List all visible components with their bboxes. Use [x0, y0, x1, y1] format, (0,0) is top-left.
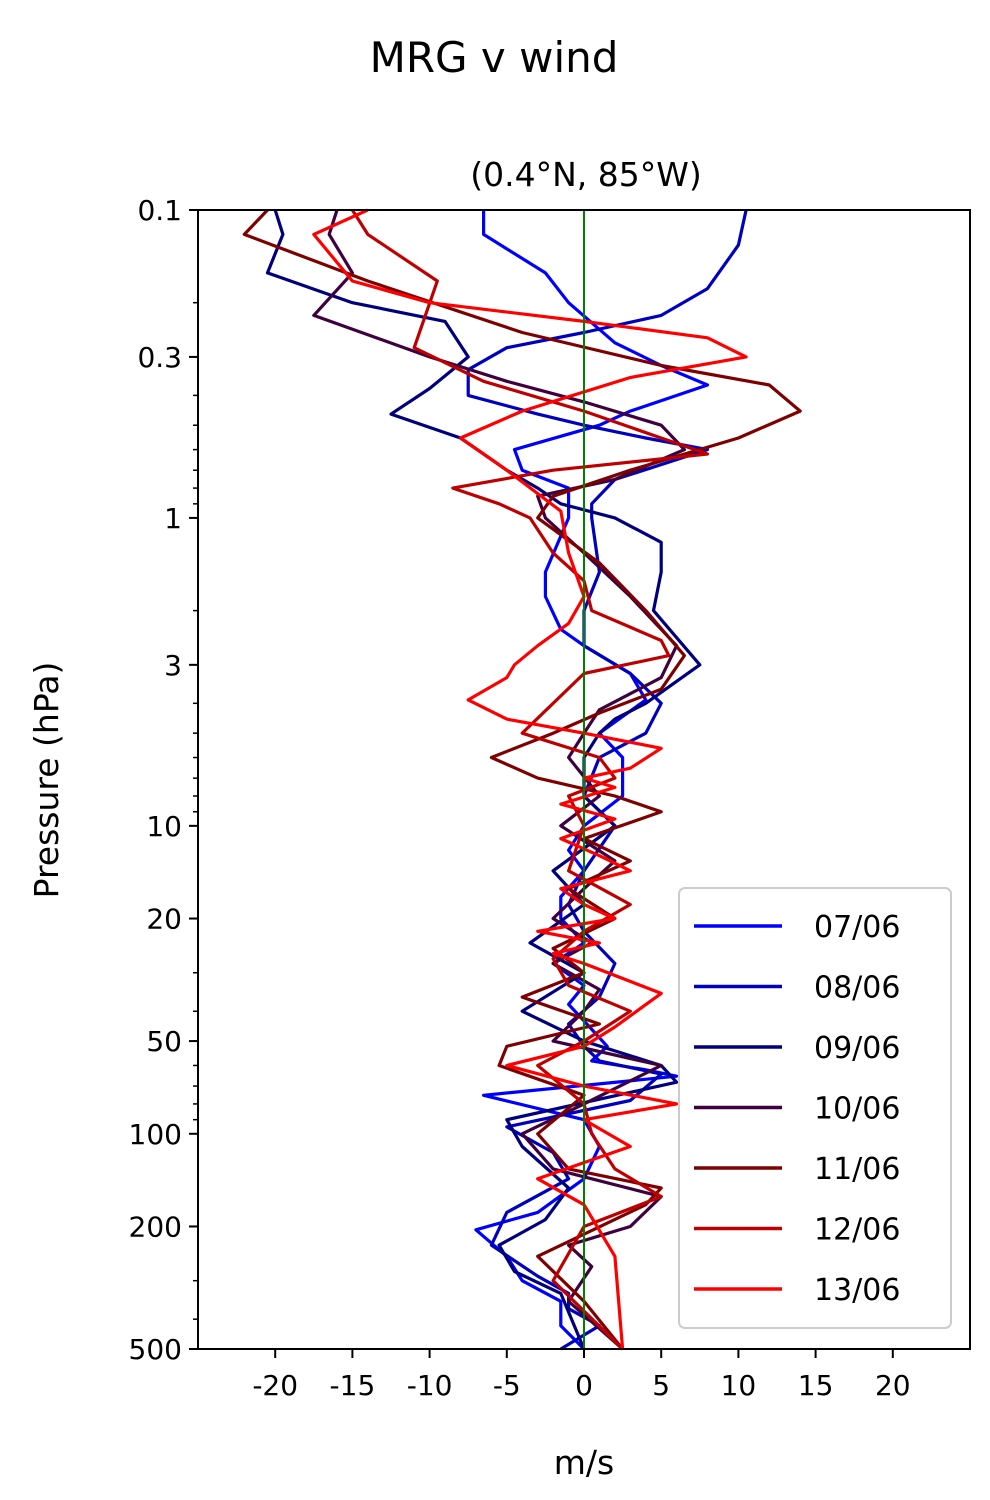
legend-label: 08/06 [814, 971, 900, 1006]
series-line-7 [312, 208, 748, 1350]
x-tick-label: 10 [721, 1369, 757, 1402]
legend-label: 09/06 [814, 1031, 900, 1066]
y-tick-label: 10 [146, 810, 182, 843]
y-tick-label: 200 [129, 1210, 182, 1243]
y-tick-label: 20 [146, 903, 182, 936]
y-axis: 0.1 0.3 1 3 10 20 50 100 200 500 [129, 194, 198, 1366]
legend-box [678, 887, 952, 1329]
y-tick-label: 0.1 [137, 194, 182, 227]
y-tick-label: 50 [146, 1025, 182, 1058]
legend-label: 12/06 [814, 1213, 900, 1248]
chart-subtitle: (0.4°N, 85°W) [470, 155, 702, 194]
x-tick-label: 0 [575, 1369, 593, 1402]
x-tick-label: -20 [252, 1369, 298, 1402]
series-line-5 [242, 208, 802, 1351]
legend-label: 13/06 [814, 1273, 900, 1308]
x-tick-label: -10 [407, 1369, 453, 1402]
x-tick-label: -5 [493, 1369, 521, 1402]
series-line-6 [351, 209, 710, 1351]
x-tick-label: 20 [875, 1369, 911, 1402]
y-tick-label: 0.3 [137, 341, 182, 374]
x-axis: -20 -15 -10 -5 0 5 10 15 20 [252, 1349, 911, 1402]
legend-label: 07/06 [814, 910, 900, 945]
chart-title: MRG v wind [370, 33, 619, 82]
x-tick-label: 5 [652, 1369, 670, 1402]
x-tick-label: 15 [798, 1369, 834, 1402]
y-tick-label: 1 [164, 502, 182, 535]
y-tick-label: 500 [129, 1333, 182, 1366]
y-tick-label: 100 [129, 1118, 182, 1151]
x-tick-label: -15 [330, 1369, 376, 1402]
series-line-3 [265, 209, 702, 1350]
y-tick-label: 3 [164, 649, 182, 682]
series-line-4 [312, 209, 687, 1351]
series-layer [242, 208, 802, 1351]
y-axis-label: Pressure (hPa) [27, 662, 66, 899]
x-axis-label: m/s [554, 1443, 614, 1482]
legend-label: 10/06 [814, 1092, 900, 1127]
legend: 07/06 08/06 09/06 10/06 11/06 12/06 13/06 [678, 887, 952, 1329]
legend-label: 11/06 [814, 1152, 900, 1187]
